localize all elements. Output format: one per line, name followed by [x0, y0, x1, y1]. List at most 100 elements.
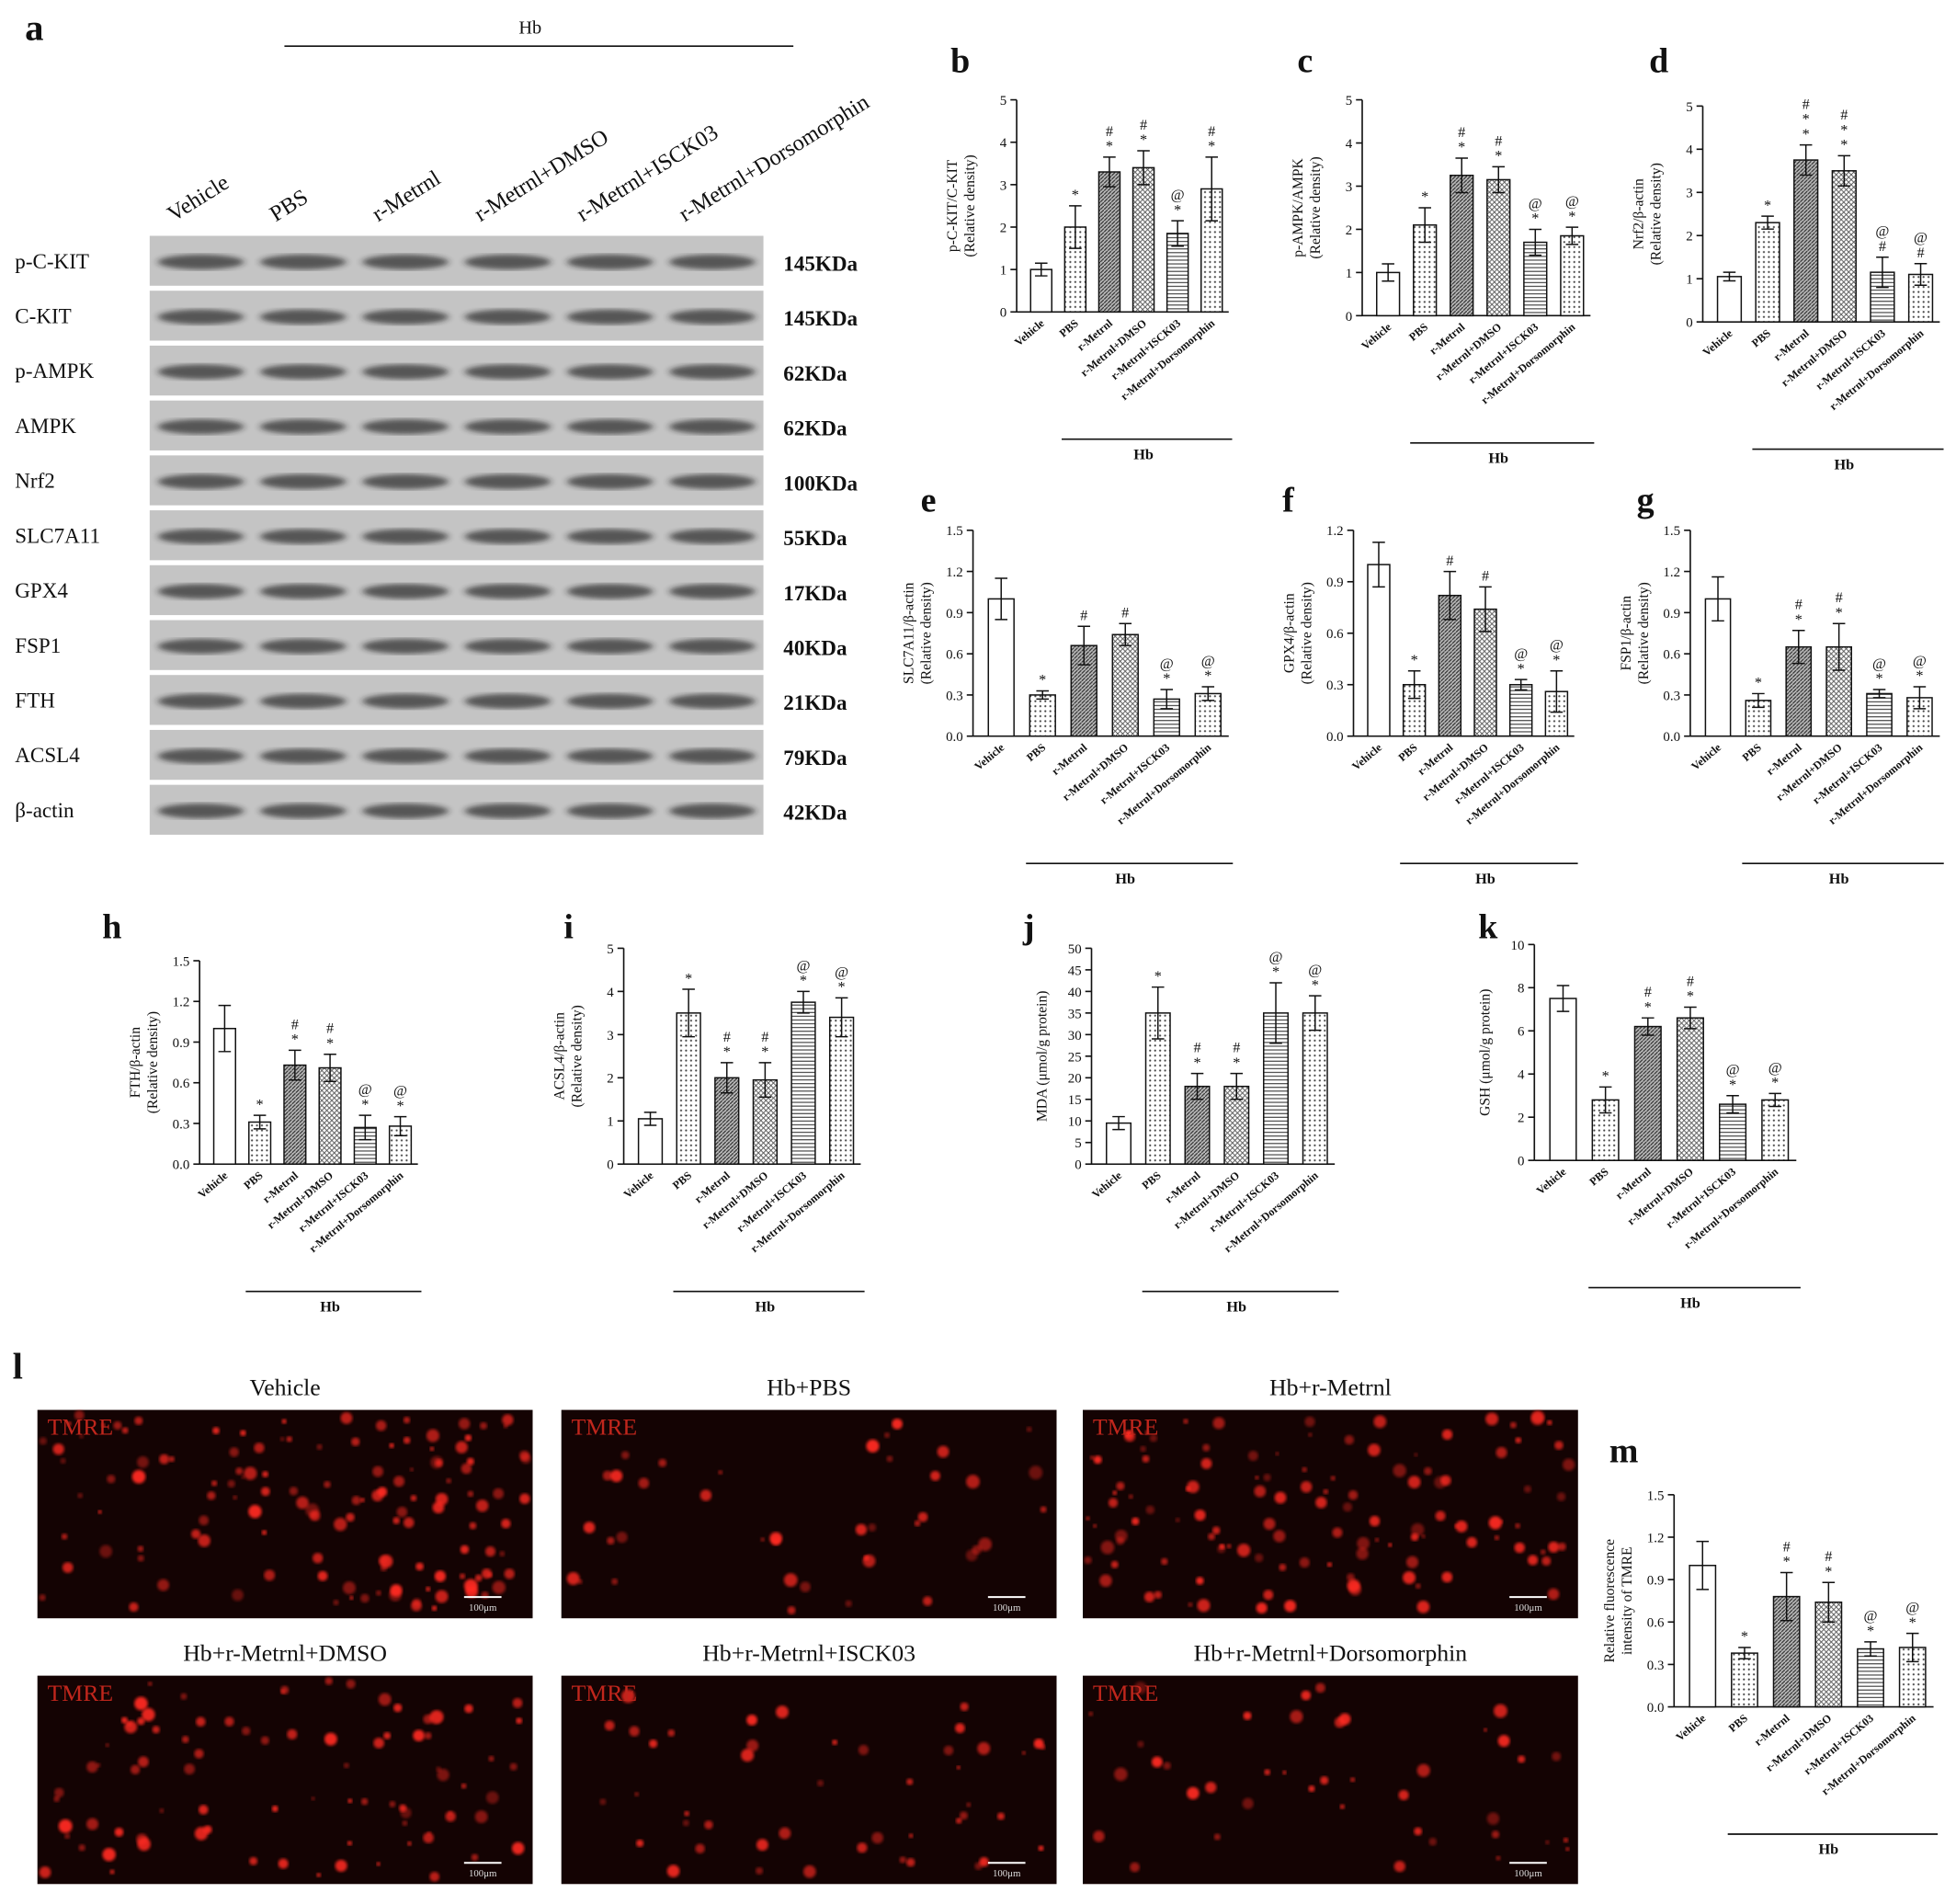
significance-mark: @ — [1914, 229, 1928, 246]
cell — [607, 1536, 615, 1545]
error-bar — [1119, 622, 1132, 646]
significance-mark: # — [1916, 244, 1924, 261]
error-bar — [1418, 207, 1431, 244]
cell — [53, 1796, 60, 1803]
cell — [1273, 1530, 1286, 1543]
cell — [1547, 1419, 1552, 1426]
cell — [107, 1475, 116, 1484]
cell — [461, 1463, 472, 1475]
cell — [129, 1602, 139, 1613]
cell — [1187, 1480, 1200, 1494]
significance-mark: * — [1802, 125, 1810, 143]
blot-band — [566, 748, 654, 764]
y-axis-label: (Relative density) — [569, 1005, 585, 1107]
cell — [467, 1490, 474, 1498]
cell — [1188, 1602, 1193, 1607]
blot-band — [566, 584, 654, 599]
significance-mark: * — [1840, 136, 1848, 154]
significance-mark: * — [1312, 975, 1319, 993]
error-bar — [1171, 220, 1184, 247]
group-label: Hb — [1115, 870, 1135, 887]
cell — [1398, 1789, 1409, 1801]
cell — [1142, 1454, 1150, 1463]
micrograph — [561, 1675, 1057, 1885]
cell — [240, 1430, 246, 1437]
cell — [1428, 1837, 1438, 1846]
cell — [311, 1796, 315, 1801]
cell — [134, 1416, 143, 1426]
cell — [917, 1511, 928, 1522]
cell — [1200, 1458, 1212, 1469]
significance-mark: # — [1233, 1039, 1240, 1056]
cell — [1349, 1777, 1356, 1783]
cell — [1183, 1419, 1188, 1424]
cell — [316, 1443, 323, 1451]
cell — [378, 1556, 389, 1566]
cell — [1308, 1432, 1313, 1437]
error-bar — [1103, 156, 1116, 188]
cell — [1441, 1429, 1453, 1441]
blot-band — [260, 529, 347, 544]
y-axis-label: FSP1/β-actin — [1619, 596, 1634, 671]
blot-band — [566, 529, 654, 544]
y-tick-label: 25 — [1068, 1050, 1082, 1065]
cell — [886, 1455, 893, 1463]
cell — [1151, 1756, 1163, 1768]
cell — [922, 1596, 933, 1606]
cell — [1144, 1430, 1150, 1435]
y-tick-label: 45 — [1068, 963, 1082, 978]
cell — [244, 1466, 257, 1480]
cell — [855, 1523, 868, 1535]
cell — [485, 1791, 499, 1805]
blot-strip — [149, 400, 764, 450]
y-tick-label: 1.2 — [173, 996, 190, 1010]
y-tick-label: 2 — [1518, 1112, 1524, 1126]
cell — [260, 1736, 269, 1745]
y-tick-label: 0.9 — [1326, 576, 1344, 590]
error-bar — [218, 1004, 232, 1053]
cell — [1466, 1536, 1477, 1548]
y-axis-label: (Relative density) — [1648, 163, 1664, 265]
cell — [86, 1761, 98, 1773]
cell — [1130, 1862, 1140, 1873]
significance-mark: # — [1482, 567, 1489, 585]
cell — [99, 1545, 113, 1558]
significance-mark: * — [1106, 137, 1113, 154]
scale-bar-label: 100μm — [1514, 1868, 1542, 1879]
significance-mark: * — [1909, 1613, 1916, 1631]
cell — [1284, 1600, 1297, 1613]
cell — [377, 1487, 388, 1498]
cell — [378, 1693, 392, 1706]
cell — [1497, 1735, 1510, 1748]
blot-band — [464, 804, 552, 819]
y-tick-label: 1.2 — [946, 565, 963, 580]
significance-mark: @ — [1864, 1607, 1878, 1625]
y-tick-label: 5 — [1686, 100, 1692, 115]
blot-band — [260, 748, 347, 764]
cell — [1411, 1522, 1425, 1537]
bar — [790, 1001, 816, 1165]
cell — [241, 1727, 251, 1736]
cell — [196, 1716, 206, 1727]
blot-band — [464, 419, 552, 435]
cell — [1086, 1516, 1090, 1521]
cell — [1348, 1489, 1359, 1500]
cell — [1256, 1602, 1268, 1614]
cell — [1388, 1543, 1393, 1547]
error-bar — [835, 997, 848, 1038]
cell — [845, 1600, 852, 1607]
blot-band — [157, 473, 244, 489]
cell — [1093, 1523, 1097, 1528]
significance-mark: * — [1741, 1627, 1748, 1645]
blot-band — [157, 529, 244, 544]
y-tick-label: 0.9 — [1647, 1574, 1665, 1589]
cell — [1021, 1750, 1026, 1755]
cell — [376, 1862, 381, 1866]
cell — [459, 1573, 466, 1579]
error-bar — [1761, 215, 1774, 230]
cell — [137, 1456, 149, 1468]
protein-label: FSP1 — [15, 633, 61, 657]
cell — [769, 1532, 783, 1545]
cell — [346, 1679, 356, 1689]
cell — [403, 1416, 411, 1424]
